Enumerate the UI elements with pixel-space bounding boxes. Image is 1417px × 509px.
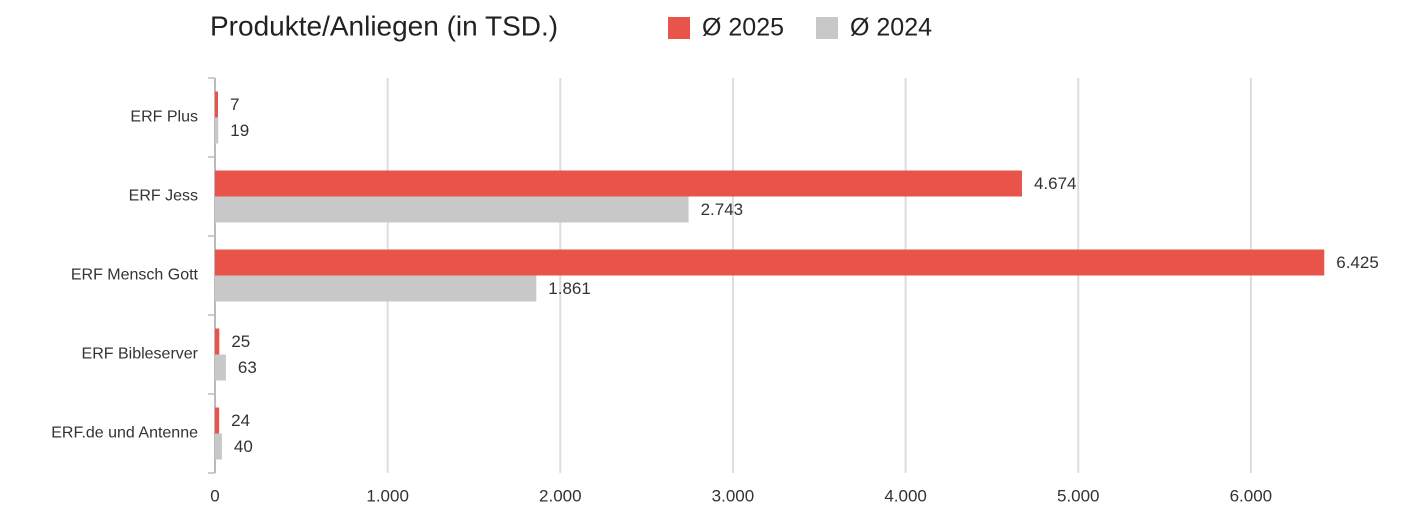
x-tick-label: 6.000 bbox=[1230, 486, 1273, 505]
value-label: 7 bbox=[230, 95, 239, 114]
legend-swatch bbox=[816, 17, 838, 39]
x-tick-label: 4.000 bbox=[884, 486, 927, 505]
value-label: 4.674 bbox=[1034, 174, 1077, 193]
x-tick-label: 1.000 bbox=[366, 486, 409, 505]
legend-label: Ø 2025 bbox=[702, 14, 784, 42]
y-tick-label: ERF Plus bbox=[130, 109, 198, 126]
legend-swatch bbox=[668, 17, 690, 39]
bar bbox=[215, 249, 1325, 276]
bar bbox=[215, 117, 219, 144]
value-label: 6.425 bbox=[1336, 253, 1379, 272]
x-tick-label: 2.000 bbox=[539, 486, 582, 505]
x-tick-label: 0 bbox=[210, 486, 219, 505]
bar bbox=[215, 196, 689, 223]
bar bbox=[215, 170, 1022, 197]
value-label: 40 bbox=[234, 437, 253, 456]
y-tick-label: ERF.de und Antenne bbox=[51, 425, 198, 442]
bar bbox=[215, 354, 226, 381]
x-tick-label: 3.000 bbox=[712, 486, 755, 505]
y-tick-label: ERF Mensch Gott bbox=[71, 267, 199, 284]
value-label: 2.743 bbox=[701, 200, 744, 219]
y-tick-label: ERF Bibleserver bbox=[82, 346, 199, 363]
bar bbox=[215, 91, 218, 118]
chart-title: Produkte/Anliegen (in TSD.) bbox=[210, 10, 558, 41]
bar bbox=[215, 407, 220, 434]
legend-label: Ø 2024 bbox=[850, 14, 932, 42]
y-tick-label: ERF Jess bbox=[129, 188, 198, 205]
bar bbox=[215, 328, 220, 355]
value-label: 25 bbox=[231, 332, 250, 351]
value-label: 19 bbox=[230, 121, 249, 140]
bar bbox=[215, 433, 222, 460]
value-label: 24 bbox=[231, 411, 250, 430]
value-label: 1.861 bbox=[548, 279, 591, 298]
x-tick-label: 5.000 bbox=[1057, 486, 1100, 505]
value-label: 63 bbox=[238, 358, 257, 377]
bar bbox=[215, 275, 537, 302]
